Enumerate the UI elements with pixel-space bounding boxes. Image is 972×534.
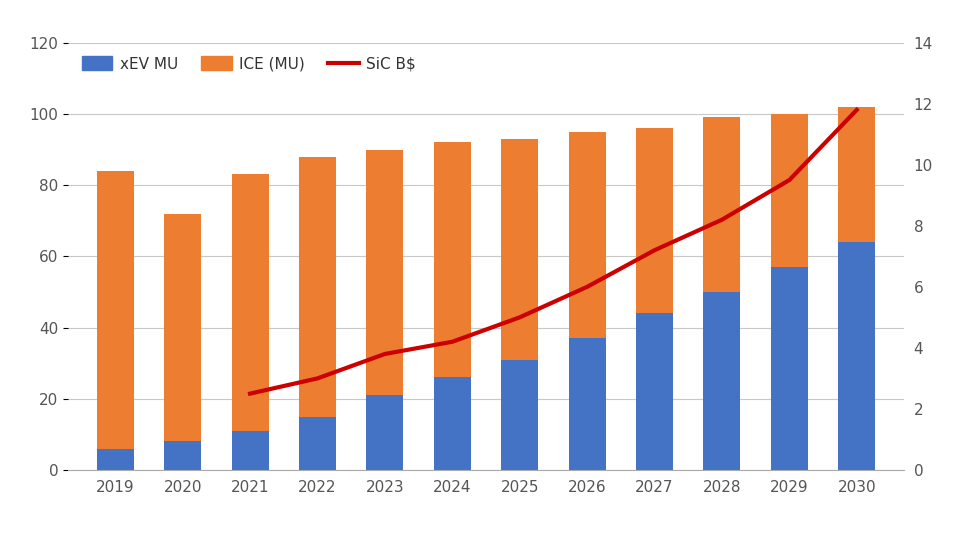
SiC B$ (581, 284, 593, 290)
SiC B$ (244, 390, 256, 397)
SiC B$ (379, 351, 391, 357)
Bar (96, 171, 134, 449)
Legend: xEV MU, ICE (MU), SiC B$: xEV MU, ICE (MU), SiC B$ (76, 50, 422, 77)
Bar (299, 417, 336, 470)
Bar (838, 242, 876, 470)
Bar (636, 128, 673, 313)
Bar (838, 107, 876, 242)
Bar (704, 117, 741, 292)
Bar (231, 175, 268, 431)
Bar (96, 449, 134, 470)
SiC B$ (716, 216, 728, 223)
SiC B$ (648, 247, 660, 254)
SiC B$ (514, 314, 526, 320)
Bar (434, 378, 470, 470)
Bar (164, 214, 201, 442)
Bar (502, 359, 538, 470)
Bar (366, 150, 403, 395)
Bar (771, 114, 808, 267)
SiC B$ (850, 107, 862, 113)
Bar (231, 431, 268, 470)
Bar (704, 292, 741, 470)
Bar (434, 143, 470, 378)
Bar (366, 395, 403, 470)
Line: SiC B$: SiC B$ (250, 110, 856, 394)
SiC B$ (783, 177, 795, 183)
Bar (636, 313, 673, 470)
SiC B$ (446, 339, 458, 345)
Bar (164, 442, 201, 470)
Bar (299, 156, 336, 417)
SiC B$ (312, 375, 324, 382)
Bar (502, 139, 538, 359)
Bar (569, 132, 606, 338)
Bar (569, 338, 606, 470)
Bar (771, 267, 808, 470)
